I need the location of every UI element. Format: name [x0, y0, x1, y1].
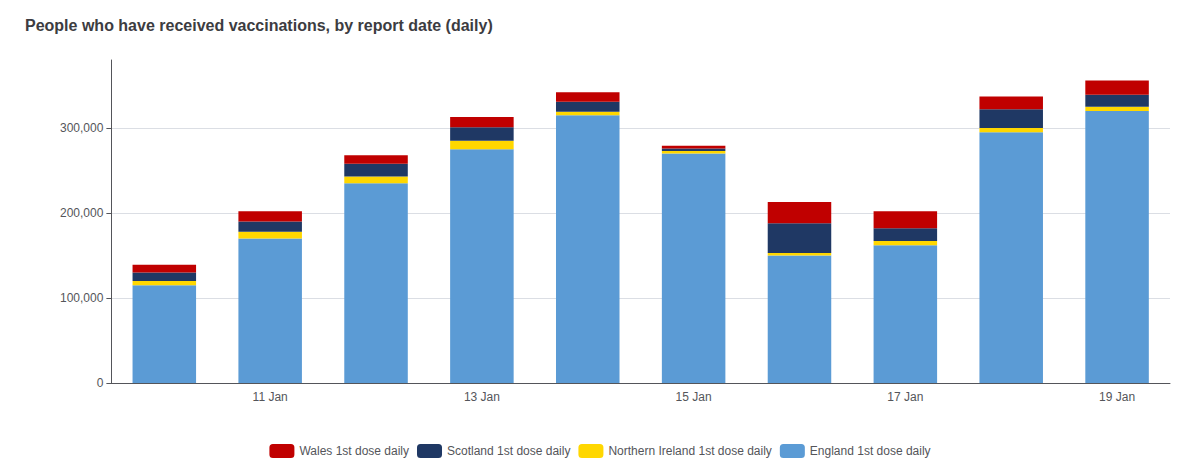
svg-text:300,000: 300,000 [60, 121, 104, 135]
svg-text:Northern Ireland 1st dose dail: Northern Ireland 1st dose daily [608, 444, 771, 458]
svg-text:100,000: 100,000 [60, 291, 104, 305]
svg-text:England 1st dose daily: England 1st dose daily [810, 444, 931, 458]
svg-text:13 Jan: 13 Jan [464, 390, 500, 404]
svg-text:Wales 1st dose daily: Wales 1st dose daily [299, 444, 409, 458]
svg-text:19 Jan: 19 Jan [1099, 390, 1135, 404]
svg-text:200,000: 200,000 [60, 206, 104, 220]
svg-text:11 Jan: 11 Jan [253, 390, 288, 404]
svg-text:17 Jan: 17 Jan [887, 390, 923, 404]
svg-text:Scotland 1st dose daily: Scotland 1st dose daily [447, 444, 570, 458]
svg-text:0: 0 [97, 376, 104, 390]
svg-text:People who have received vacci: People who have received vaccinations, b… [25, 17, 493, 34]
svg-text:15 Jan: 15 Jan [676, 390, 712, 404]
